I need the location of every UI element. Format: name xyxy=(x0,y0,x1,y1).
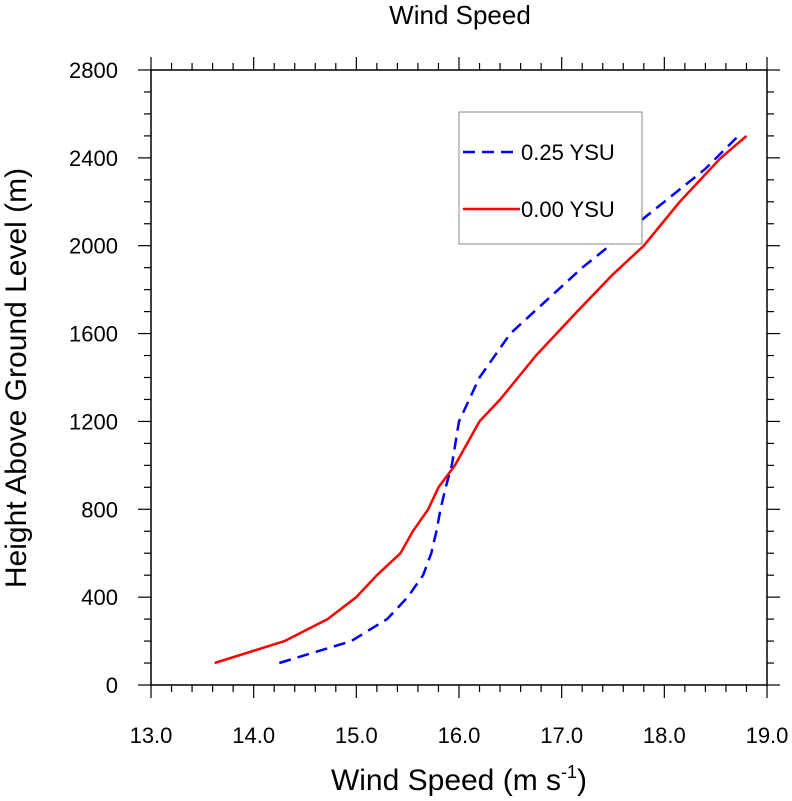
series-line-0.25-ysu xyxy=(278,135,740,665)
y-tick-label: 800 xyxy=(81,497,118,522)
y-tick-label: 2400 xyxy=(69,146,118,171)
y-tick-label: 2000 xyxy=(69,234,118,259)
axis-ticks xyxy=(138,57,780,698)
x-tick-label: 17.0 xyxy=(540,723,583,748)
x-tick-label: 16.0 xyxy=(438,723,481,748)
legend-label-0.00-ysu: 0.00 YSU xyxy=(521,197,615,222)
x-tick-label: 19.0 xyxy=(746,723,789,748)
series-line-0.00-ysu xyxy=(214,134,748,665)
series-lines xyxy=(214,134,748,665)
y-tick-label: 2800 xyxy=(69,58,118,83)
y-tick-label: 1600 xyxy=(69,322,118,347)
y-axis-label: Height Above Ground Level (m) xyxy=(0,168,33,588)
legend-label-0.25-ysu: 0.25 YSU xyxy=(521,140,615,165)
y-tick-label: 1200 xyxy=(69,409,118,434)
y-tick-label: 400 xyxy=(81,585,118,610)
x-tick-label: 15.0 xyxy=(335,723,378,748)
x-tick-label: 14.0 xyxy=(232,723,275,748)
x-tick-label: 18.0 xyxy=(643,723,686,748)
x-tick-labels: 13.0 14.0 15.0 16.0 17.0 18.0 19.0 xyxy=(130,723,789,748)
x-tick-label: 13.0 xyxy=(130,723,173,748)
y-tick-label: 0 xyxy=(106,673,118,698)
x-axis-label: Wind Speed (m s-1) xyxy=(331,762,587,797)
legend: 0.25 YSU 0.00 YSU xyxy=(458,111,643,245)
legend-box xyxy=(458,111,643,245)
chart-title: Wind Speed xyxy=(389,0,531,30)
y-tick-labels: 0 400 800 1200 1600 2000 2400 2800 xyxy=(69,58,118,698)
